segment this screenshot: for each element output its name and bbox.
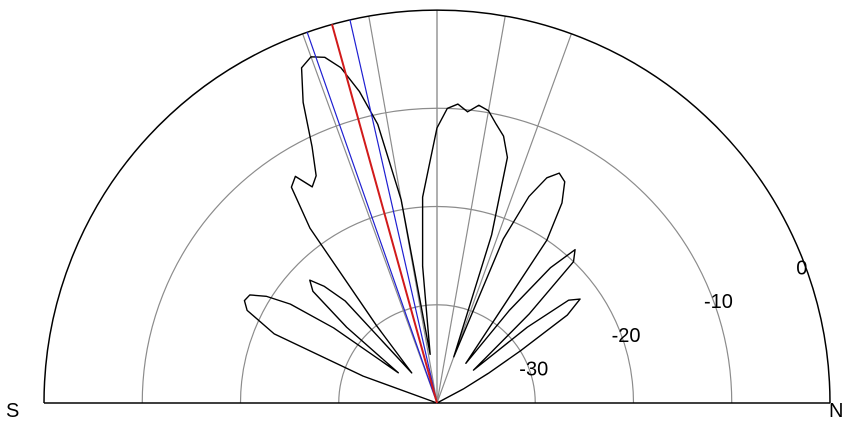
radial-tick-label: 0 (796, 258, 807, 280)
grid-spoke (436, 15, 506, 404)
bound-line-left (306, 31, 438, 404)
angular-grid-spokes (302, 10, 572, 404)
radial-tick-label: -10 (704, 291, 733, 313)
grid-spoke (302, 33, 438, 404)
bound-line-right (349, 19, 438, 404)
direction-label-north: N (829, 400, 843, 422)
radial-tick-labels: -30 -20 -10 0 (519, 258, 807, 381)
main-direction-line (331, 24, 438, 404)
radiation-pattern-line (243, 56, 581, 404)
direction-label-south: S (6, 400, 19, 422)
radial-tick-label: -30 (519, 358, 548, 380)
radial-tick-label: -20 (612, 325, 641, 347)
outer-boundary-arc (43, 9, 831, 404)
grid-spoke (436, 33, 572, 404)
